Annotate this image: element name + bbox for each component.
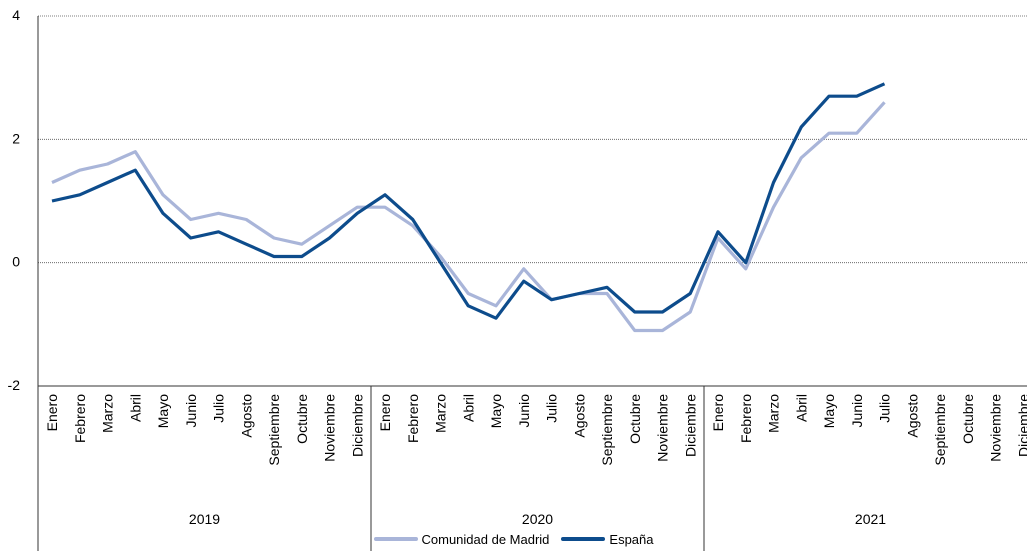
legend-swatch-madrid — [373, 537, 418, 541]
x-tick-label: Marzo — [100, 394, 116, 433]
x-tick-label: Marzo — [433, 394, 449, 433]
x-tick-label: Junio — [183, 394, 199, 428]
year-label: 2019 — [189, 511, 220, 527]
x-tick-label: Agosto — [238, 394, 254, 438]
legend-label-madrid: Comunidad de Madrid — [421, 531, 550, 547]
legend-item-madrid: Comunidad de Madrid — [373, 531, 550, 547]
x-tick-label: Diciembre — [349, 394, 365, 457]
x-tick-label: Febrero — [72, 394, 88, 443]
axes — [37, 16, 1027, 551]
x-tick-label: Diciembre — [682, 394, 698, 457]
x-tick-label: Febrero — [738, 394, 754, 443]
legend-swatch-espana — [561, 537, 606, 541]
x-tick-label: Diciembre — [1015, 394, 1027, 457]
x-tick-label: Abril — [460, 394, 476, 422]
chart-legend: Comunidad de Madrid España — [0, 528, 1027, 550]
x-tick-label: Mayo — [488, 394, 504, 428]
series-lines — [51, 82, 886, 333]
x-tick-label: Mayo — [821, 394, 837, 428]
x-tick-label: Noviembre — [322, 394, 338, 462]
x-tick-label: Junio — [516, 394, 532, 428]
x-tick-label: Julio — [877, 394, 893, 423]
series-line-espana — [51, 82, 886, 320]
year-label: 2021 — [855, 511, 886, 527]
x-tick-label: Mayo — [155, 394, 171, 428]
gridlines — [38, 15, 1027, 264]
y-tick-label: 2 — [12, 130, 20, 146]
x-tick-labels: Enero Febrero Marzo Abril Mayo Junio Julio Agos… — [44, 394, 1027, 466]
x-tick-label: Abril — [127, 394, 143, 422]
year-label: 2020 — [522, 511, 553, 527]
y-tick-label: -2 — [8, 377, 21, 393]
x-tick-label: Agosto — [571, 394, 587, 438]
x-tick-label: Enero — [44, 394, 60, 432]
x-tick-label: Agosto — [904, 394, 920, 438]
x-tick-label: Noviembre — [988, 394, 1004, 462]
x-tick-label: Octubre — [294, 394, 310, 444]
y-tick-labels: -2 0 2 4 — [8, 7, 21, 393]
x-tick-label: Marzo — [766, 394, 782, 433]
x-tick-label: Enero — [377, 394, 393, 432]
x-tick-label: Febrero — [405, 394, 421, 443]
y-tick-label: 0 — [12, 254, 20, 270]
x-tick-label: Octubre — [960, 394, 976, 444]
y-tick-label: 4 — [12, 7, 20, 23]
x-tick-label: Julio — [211, 394, 227, 423]
legend-label-espana: España — [609, 531, 654, 547]
x-tick-label: Octubre — [627, 394, 643, 444]
x-tick-label: Septiembre — [266, 394, 282, 466]
year-group-labels: 2019 2020 2021 — [189, 511, 886, 527]
x-tick-label: Septiembre — [932, 394, 948, 466]
x-tick-label: Julio — [544, 394, 560, 423]
x-tick-label: Junio — [849, 394, 865, 428]
x-tick-label: Enero — [710, 394, 726, 432]
x-tick-label: Noviembre — [655, 394, 671, 462]
series-line-madrid — [51, 101, 886, 333]
legend-item-espana: España — [561, 531, 654, 547]
x-tick-label: Septiembre — [599, 394, 615, 466]
x-tick-label: Abril — [793, 394, 809, 422]
